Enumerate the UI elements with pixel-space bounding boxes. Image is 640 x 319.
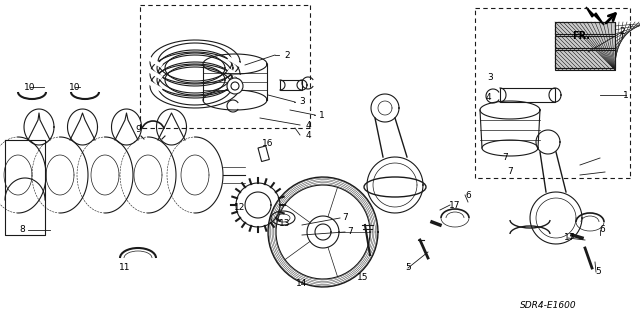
Text: 10: 10 — [69, 83, 81, 92]
Text: 6: 6 — [599, 226, 605, 234]
Text: 6: 6 — [465, 190, 471, 199]
Bar — [555, 36, 615, 48]
Bar — [500, 88, 555, 102]
Bar — [555, 22, 615, 34]
Text: 15: 15 — [357, 273, 369, 283]
Text: 1: 1 — [319, 110, 325, 120]
Text: 9: 9 — [135, 125, 141, 135]
Text: 2: 2 — [619, 27, 625, 36]
Text: 7: 7 — [342, 213, 348, 222]
Text: 12: 12 — [234, 204, 246, 212]
Text: 5: 5 — [405, 263, 411, 272]
Text: 17: 17 — [564, 234, 576, 242]
Text: 11: 11 — [119, 263, 131, 272]
Text: 13: 13 — [279, 219, 291, 228]
Text: 7: 7 — [502, 153, 508, 162]
Text: 3: 3 — [487, 72, 493, 81]
Text: 10: 10 — [24, 83, 36, 92]
Text: 8: 8 — [19, 226, 25, 234]
Text: 17: 17 — [449, 201, 461, 210]
Text: 5: 5 — [595, 268, 601, 277]
Text: 16: 16 — [262, 138, 274, 147]
Text: 3: 3 — [299, 98, 305, 107]
Bar — [258, 146, 269, 161]
Text: 7: 7 — [507, 167, 513, 176]
Text: 4: 4 — [305, 121, 311, 130]
Polygon shape — [586, 7, 604, 25]
Bar — [555, 22, 615, 70]
Text: 7: 7 — [347, 227, 353, 236]
Bar — [555, 50, 615, 68]
Circle shape — [227, 78, 243, 94]
Text: 4: 4 — [485, 93, 491, 102]
Text: 2: 2 — [284, 50, 290, 60]
Text: SDR4-E1600: SDR4-E1600 — [520, 300, 577, 309]
Text: FR.: FR. — [572, 31, 590, 41]
Bar — [280, 80, 302, 90]
Text: 1: 1 — [623, 91, 629, 100]
Text: 14: 14 — [296, 278, 308, 287]
Text: 4: 4 — [305, 130, 311, 139]
